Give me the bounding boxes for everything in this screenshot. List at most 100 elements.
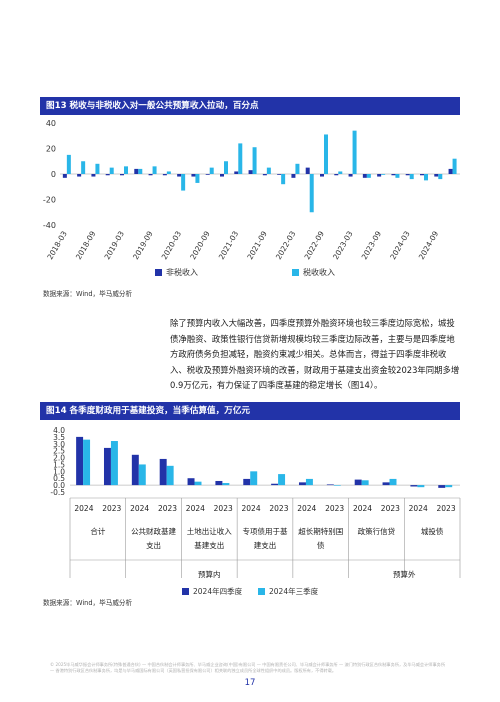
bar-tax <box>366 174 371 178</box>
figure-14-chart: 4.03.53.02.52.01.51.00.50.0-0.5 2024 2023 2… <box>50 426 461 596</box>
x-tick-label: 2024-09 <box>417 229 441 261</box>
bar-nontax <box>262 174 267 176</box>
bar-tax <box>252 147 257 174</box>
group-label: 公共财政基建 <box>131 526 176 536</box>
bar-nontax <box>248 170 253 174</box>
figure-14-source: 数据来源：Wind，毕马威分析 <box>43 599 133 607</box>
legend-label: 2024年三季度 <box>269 586 319 596</box>
bar-q4 <box>382 482 390 486</box>
bar-nontax <box>191 174 196 177</box>
group-label: 建支出 <box>254 540 277 550</box>
bar-q4 <box>215 480 223 486</box>
bar-nontax <box>120 174 124 176</box>
y-tick-label: 3.5 <box>53 433 65 442</box>
page-number: 17 <box>244 678 256 688</box>
bar-tax <box>224 161 228 174</box>
bar-tax <box>381 174 386 175</box>
y-tick-label: 0.0 <box>53 481 65 490</box>
bar-tax <box>166 171 171 174</box>
bar-nontax <box>205 174 210 175</box>
figure-13-source: 数据来源：Wind，毕马威分析 <box>43 290 133 298</box>
x-tick-label: 2023 <box>214 504 233 513</box>
bar-nontax <box>405 174 410 176</box>
bar-tax <box>181 174 186 191</box>
bar-tax <box>81 161 86 174</box>
bar-q3 <box>389 478 397 486</box>
x-tick-label: 2023 <box>158 504 177 513</box>
legend-swatch <box>258 588 265 595</box>
bar-q3 <box>194 481 202 486</box>
y-tick-label: 0 <box>51 170 56 179</box>
bar-nontax <box>62 174 67 178</box>
bar-tax <box>266 167 271 174</box>
bar-tax <box>338 171 343 174</box>
bar-nontax <box>391 174 396 176</box>
y-tick-label: 0.5 <box>53 474 65 483</box>
bar-tax <box>395 174 400 178</box>
x-tick-label: 2022-03 <box>274 229 298 261</box>
bar-tax <box>152 166 157 174</box>
bar-q3 <box>250 471 258 486</box>
bar-nontax <box>320 174 324 177</box>
group-label: 支出 <box>146 540 161 550</box>
x-tick-label: 2021-03 <box>217 229 241 261</box>
bar-q4 <box>438 485 446 488</box>
bar-q4 <box>131 454 139 486</box>
y-tick-label: -20 <box>43 196 56 205</box>
bar-q4 <box>159 458 167 486</box>
group-label: 合计 <box>90 526 105 536</box>
supergroup-label: 预算外 <box>393 569 416 579</box>
bar-nontax <box>448 168 453 174</box>
bar-tax <box>352 130 357 174</box>
bar-tax <box>109 167 114 174</box>
bar-nontax <box>377 174 382 177</box>
bar-q4 <box>271 483 279 486</box>
group-label: 债 <box>317 540 325 550</box>
bar-nontax <box>162 174 167 176</box>
bar-q4 <box>326 484 334 486</box>
x-tick-label: 2024 <box>74 504 93 513</box>
bar-nontax <box>420 174 424 176</box>
bar-q3 <box>417 485 425 488</box>
group-label: 超长期特别国 <box>298 526 343 536</box>
bar-q3 <box>278 474 286 486</box>
bar-nontax <box>434 174 439 177</box>
bar-nontax <box>77 174 82 177</box>
x-tick-label: 2024 <box>186 504 205 513</box>
bar-nontax <box>148 174 153 176</box>
x-tick-label: 2018-03 <box>45 229 69 261</box>
x-tick-label: 2023-09 <box>360 229 384 261</box>
bar-nontax <box>105 174 110 176</box>
bar-tax <box>309 174 314 213</box>
bar-tax <box>409 174 414 180</box>
bar-nontax <box>362 174 367 178</box>
bar-q4 <box>76 436 84 486</box>
bar-nontax <box>348 174 353 177</box>
x-tick-label: 2019-09 <box>131 229 155 261</box>
legend-swatch <box>182 588 189 595</box>
bar-tax <box>209 167 214 174</box>
bar-tax <box>324 134 328 174</box>
bar-nontax <box>305 167 310 174</box>
bar-q4 <box>243 478 251 486</box>
bar-q3 <box>445 485 453 488</box>
bar-q3 <box>361 480 369 486</box>
y-tick-label: -40 <box>43 221 56 230</box>
copyright-footer: © 2025毕马威华振会计师事务所(特殊普通合伙) — 中国合伙制会计师事务所、… <box>50 662 446 673</box>
x-tick-label: 2020-03 <box>160 229 184 261</box>
figure-14-header: 图14 各季度财政用于基建投资，当季估算值，万亿元 <box>40 402 460 420</box>
x-tick-label: 2018-09 <box>74 229 98 261</box>
bar-tax <box>452 158 457 174</box>
x-tick-label: 2023 <box>269 504 288 513</box>
legend-swatch <box>155 269 162 276</box>
bar-tax <box>281 174 286 185</box>
x-tick-label: 2024 <box>353 504 372 513</box>
bar-tax <box>238 143 243 174</box>
x-tick-label: 2023 <box>381 504 400 513</box>
legend-label: 2024年四季度 <box>193 586 243 596</box>
group-label: 基建支出 <box>194 540 224 550</box>
x-tick-label: 2021-09 <box>245 229 269 261</box>
bar-nontax <box>334 174 339 176</box>
bar-tax <box>195 174 200 183</box>
